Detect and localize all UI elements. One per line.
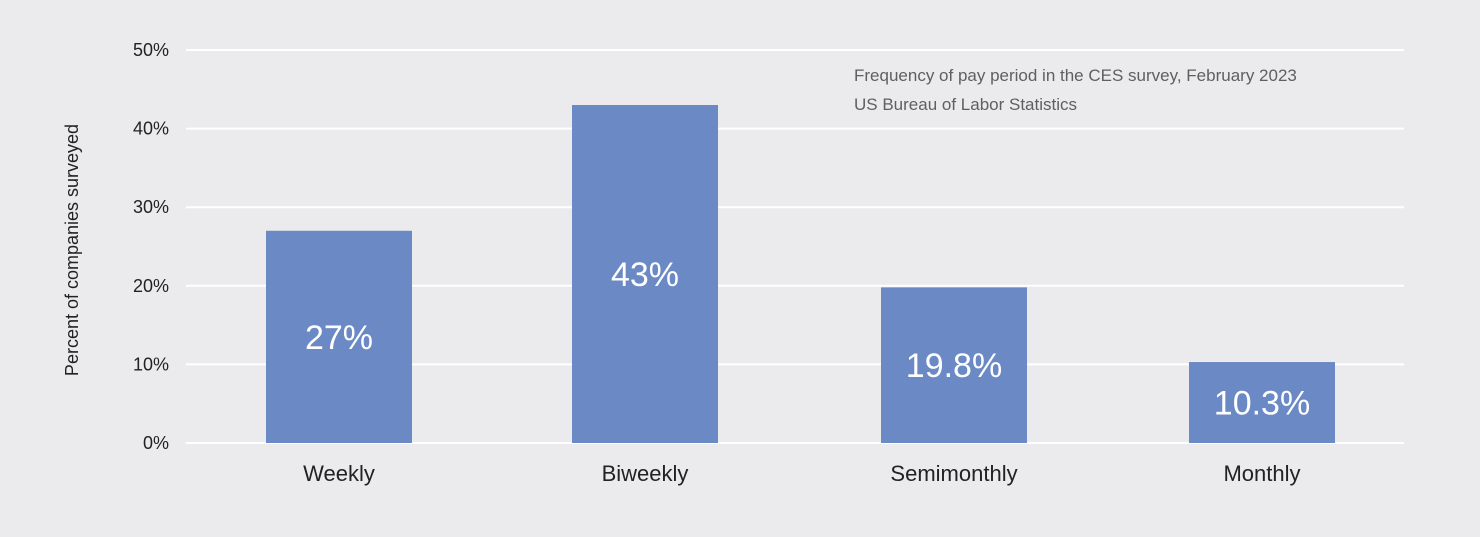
y-tick-label: 0% [143, 433, 169, 453]
bar-data-labels: 27% 43% 19.8% 10.3% [305, 256, 1310, 423]
x-tick-label: Monthly [1223, 461, 1300, 486]
chart-annotation-line-1: Frequency of pay period in the CES surve… [854, 66, 1297, 85]
bar-monthly [1189, 362, 1335, 443]
bar-semimonthly [881, 287, 1027, 443]
bars [266, 105, 1335, 444]
y-tick-label: 30% [133, 197, 169, 217]
bar-data-label: 19.8% [906, 347, 1002, 385]
bar-biweekly [572, 105, 718, 444]
chart-annotation-line-2: US Bureau of Labor Statistics [854, 95, 1077, 114]
bar-data-label: 10.3% [1214, 385, 1310, 423]
x-axis-tick-labels: Weekly Biweekly Semimonthly Monthly [303, 461, 1300, 486]
y-axis-tick-labels: 0% 10% 20% 30% 40% 50% [133, 40, 169, 453]
bar-data-label: 43% [611, 256, 679, 294]
y-axis-label: Percent of companies surveyed [62, 124, 82, 376]
bar-weekly [266, 230, 412, 443]
y-tick-label: 10% [133, 354, 169, 374]
x-tick-label: Semimonthly [890, 461, 1017, 486]
y-tick-label: 50% [133, 40, 169, 60]
x-tick-label: Weekly [303, 461, 375, 486]
y-tick-label: 40% [133, 119, 169, 139]
y-tick-label: 20% [133, 276, 169, 296]
bar-data-label: 27% [305, 319, 373, 357]
x-tick-label: Biweekly [602, 461, 689, 486]
